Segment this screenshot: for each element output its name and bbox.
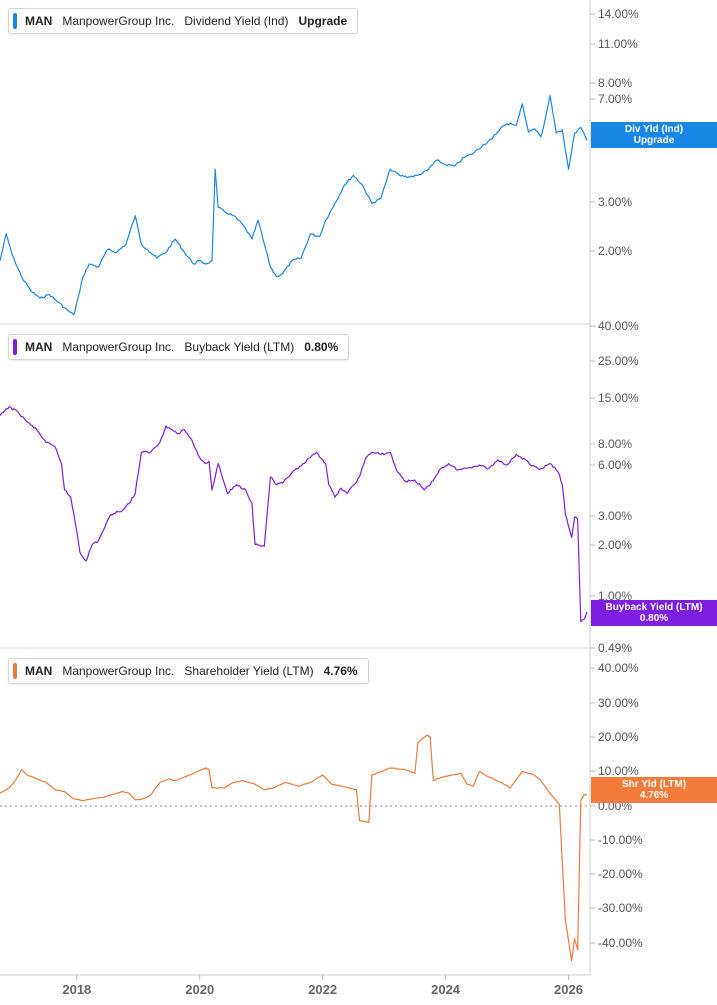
- flag-value: 4.76%: [639, 790, 669, 801]
- y-tick-label: 3.00%: [598, 195, 632, 209]
- flag-label: Buyback Yield (LTM): [605, 602, 703, 613]
- legend-ticker: MAN: [25, 14, 53, 28]
- x-tick-label: 2024: [431, 982, 461, 997]
- legend-value: 0.80%: [304, 340, 339, 354]
- legend-company: ManpowerGroup Inc.: [62, 14, 175, 28]
- flag-value: Upgrade: [633, 135, 675, 146]
- y-tick-label: -40.00%: [598, 936, 643, 950]
- legend-metric: Dividend Yield (Ind): [184, 14, 289, 28]
- legend-metric: Shareholder Yield (LTM): [184, 664, 314, 678]
- flag-label: Shr Yld (LTM): [621, 779, 687, 790]
- y-tick-label: 11.00%: [598, 37, 638, 51]
- legend-dividend-yield[interactable]: MAN ManpowerGroup Inc. Dividend Yield (I…: [8, 8, 359, 34]
- series-color-swatch: [13, 663, 17, 679]
- y-tick-label: -20.00%: [598, 867, 643, 881]
- series-line-2[interactable]: [0, 734, 588, 962]
- legend-company: ManpowerGroup Inc.: [62, 664, 175, 678]
- legend-shareholder-yield[interactable]: MAN ManpowerGroup Inc. Shareholder Yield…: [8, 658, 369, 684]
- legend-ticker: MAN: [25, 340, 53, 354]
- y-tick-label: 3.00%: [598, 509, 632, 523]
- legend-metric: Buyback Yield (LTM): [184, 340, 295, 354]
- y-tick-label: 6.00%: [598, 458, 632, 472]
- y-tick-label: 8.00%: [598, 76, 632, 90]
- legend-value: 4.76%: [323, 664, 358, 678]
- current-value-flag-buyback: Buyback Yield (LTM) 0.80%: [591, 600, 717, 626]
- series-line-1[interactable]: [0, 406, 588, 623]
- legend-value: Upgrade: [298, 14, 348, 28]
- y-tick-label: 2.00%: [598, 244, 632, 258]
- y-tick-label: -10.00%: [598, 833, 643, 847]
- y-tick-label: 2.00%: [598, 538, 632, 552]
- flag-label: Div Yld (Ind): [624, 124, 684, 135]
- current-value-flag-shareholder: Shr Yld (LTM) 4.76%: [591, 777, 717, 803]
- current-value-flag-dividend: Div Yld (Ind) Upgrade: [591, 122, 717, 148]
- y-tick-label: 1.00%: [598, 589, 632, 603]
- series-color-swatch: [13, 339, 17, 355]
- series-color-swatch: [13, 13, 17, 29]
- y-tick-label: 40.00%: [598, 661, 639, 675]
- series-line-0[interactable]: [0, 95, 588, 316]
- y-tick-label: 30.00%: [598, 696, 639, 710]
- y-tick-label: 20.00%: [598, 730, 639, 744]
- legend-company: ManpowerGroup Inc.: [62, 340, 175, 354]
- y-tick-label: 8.00%: [598, 437, 632, 451]
- y-tick-label: -30.00%: [598, 901, 643, 915]
- x-tick-label: 2020: [185, 982, 214, 997]
- y-tick-label: 15.00%: [598, 391, 639, 405]
- y-tick-label: 14.00%: [598, 7, 639, 21]
- y-tick-label: 7.00%: [598, 92, 632, 106]
- y-tick-label: 10.00%: [598, 764, 639, 778]
- x-tick-label: 2018: [62, 982, 91, 997]
- legend-buyback-yield[interactable]: MAN ManpowerGroup Inc. Buyback Yield (LT…: [8, 334, 350, 360]
- x-tick-label: 2022: [308, 982, 337, 997]
- flag-value: 0.80%: [639, 613, 669, 624]
- y-tick-label: 0.49%: [598, 641, 632, 655]
- x-tick-label: 2026: [554, 982, 583, 997]
- y-tick-label: 40.00%: [598, 319, 639, 333]
- legend-ticker: MAN: [25, 664, 53, 678]
- y-tick-label: 25.00%: [598, 354, 639, 368]
